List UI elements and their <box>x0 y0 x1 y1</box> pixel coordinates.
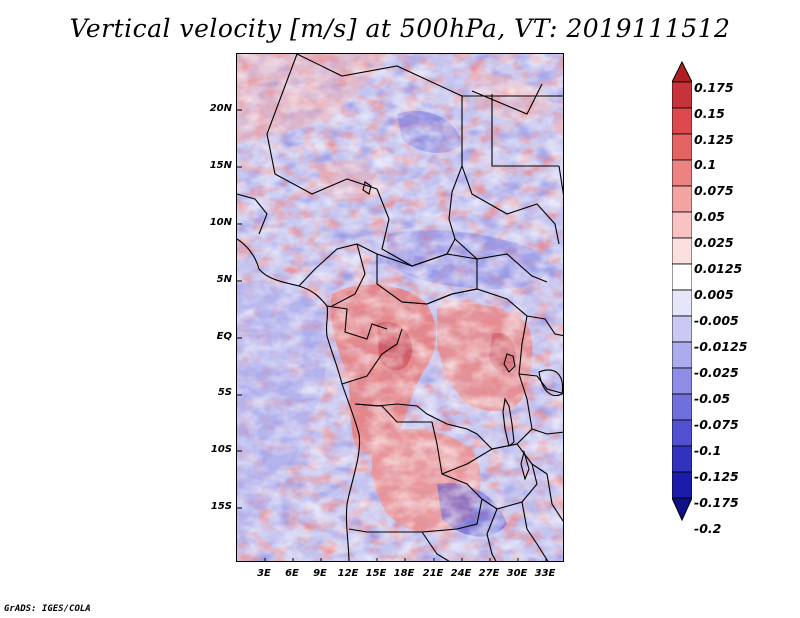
colorbar-label: 0.1 <box>694 157 717 172</box>
colorbar-label: -0.025 <box>694 365 739 380</box>
colorbar-cell <box>672 315 692 343</box>
colorbar-label: -0.2 <box>694 521 722 536</box>
colorbar-cell <box>672 133 692 161</box>
lon-ticks <box>264 558 547 561</box>
colorbar-cell <box>672 289 692 317</box>
colorbar-cell <box>672 419 692 447</box>
colorbar-label: -0.1 <box>694 443 722 458</box>
colorbar-cell <box>672 107 692 135</box>
colorbar <box>672 60 692 522</box>
colorbar-top-arrow <box>672 60 692 83</box>
lon-label-12e: 12E <box>337 568 359 579</box>
colorbar-cell <box>672 367 692 395</box>
lon-label-33e: 33E <box>534 568 556 579</box>
country-boundaries <box>237 54 563 561</box>
lat-label-10s: 10S <box>210 444 232 455</box>
colorbar-label: -0.005 <box>694 313 739 328</box>
colorbar-label: 0.15 <box>694 106 725 121</box>
colorbar-label: -0.0125 <box>694 339 748 354</box>
lon-label-21e: 21E <box>422 568 444 579</box>
lat-label-5s: 5S <box>217 387 232 398</box>
lat-label-15n: 15N <box>209 160 232 171</box>
lat-label-5n: 5N <box>216 274 232 285</box>
lat-label-15s: 15S <box>210 501 232 512</box>
colorbar-label: -0.175 <box>694 495 739 510</box>
colorbar-cell <box>672 159 692 187</box>
colorbar-cells <box>672 60 692 522</box>
lat-label-eq: EQ <box>216 331 232 342</box>
colorbar-cell <box>672 237 692 265</box>
neutral-texture <box>237 54 563 561</box>
colorbar-cell <box>672 393 692 421</box>
colorbar-label: -0.125 <box>694 469 739 484</box>
lon-label-3e: 3E <box>257 568 271 579</box>
lon-label-6e: 6E <box>285 568 299 579</box>
colorbar-cell <box>672 471 692 499</box>
colorbar-label: 0.125 <box>694 132 734 147</box>
colorbar-bottom-arrow <box>672 497 692 522</box>
lat-ticks <box>237 109 242 509</box>
colorbar-cell <box>672 445 692 473</box>
colorbar-label: -0.05 <box>694 391 731 406</box>
map-plot-area <box>236 53 564 562</box>
lon-label-24e: 24E <box>450 568 472 579</box>
colorbar-cell <box>672 81 692 109</box>
colorbar-label: 0.075 <box>694 183 734 198</box>
colorbar-cell <box>672 263 692 291</box>
colorbar-label: 0.005 <box>694 287 734 302</box>
colorbar-label: 0.0125 <box>694 261 743 276</box>
lon-label-30e: 30E <box>506 568 528 579</box>
colorbar-label: 0.025 <box>694 235 734 250</box>
colorbar-cell <box>672 185 692 213</box>
software-credit: GrADS: IGES/COLA <box>4 604 91 614</box>
colorbar-cell <box>672 341 692 369</box>
velocity-field-map <box>237 54 563 561</box>
lon-label-15e: 15E <box>365 568 387 579</box>
lon-label-18e: 18E <box>393 568 415 579</box>
lon-label-9e: 9E <box>313 568 327 579</box>
lon-label-27e: 27E <box>478 568 500 579</box>
colorbar-label: 0.05 <box>694 209 725 224</box>
lat-label-20n: 20N <box>209 103 232 114</box>
colorbar-cell <box>672 211 692 239</box>
chart-title: Vertical velocity [m/s] at 500hPa, VT: 2… <box>69 14 731 43</box>
colorbar-label: 0.175 <box>694 80 734 95</box>
colorbar-label: -0.075 <box>694 417 739 432</box>
lat-label-10n: 10N <box>209 217 232 228</box>
